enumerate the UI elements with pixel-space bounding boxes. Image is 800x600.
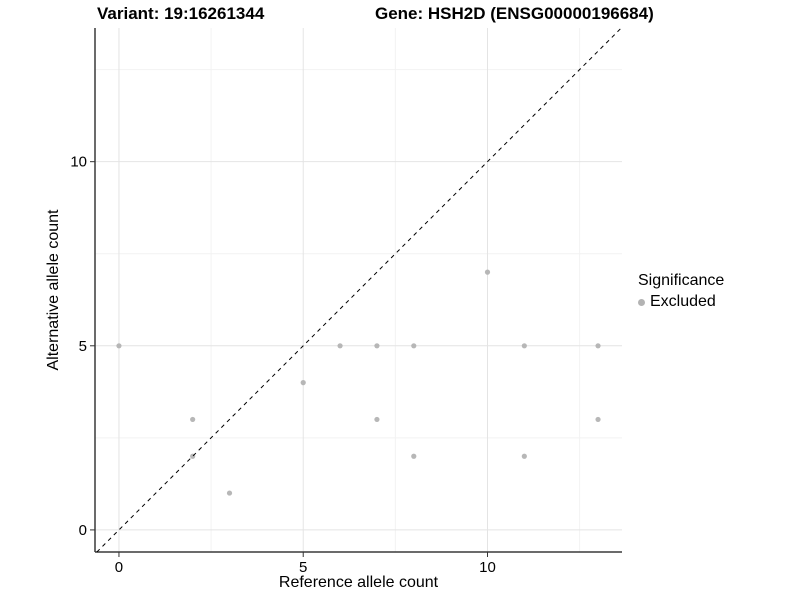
- data-point: [484, 269, 491, 275]
- identity-dashed-line: [96, 27, 622, 553]
- x-tick-label: 5: [299, 559, 307, 576]
- data-point: [374, 416, 380, 423]
- x-axis-label: Reference allele count: [278, 574, 439, 591]
- x-tick-label: 0: [115, 559, 123, 576]
- legend-point-icon: [638, 298, 645, 306]
- x-tick-label: 10: [479, 559, 496, 576]
- y-tick-label: 5: [79, 338, 87, 355]
- data-point: [116, 343, 122, 349]
- legend-item-label: Excluded: [650, 293, 716, 310]
- data-point: [595, 343, 601, 349]
- data-point: [521, 343, 527, 349]
- data-point: [521, 453, 527, 459]
- data-point: [337, 343, 343, 349]
- y-tick-label: 0: [79, 522, 87, 539]
- data-point: [595, 416, 601, 423]
- variant-title: Variant: 19:16261344: [97, 4, 265, 23]
- data-point: [300, 380, 306, 386]
- gene-title: Gene: HSH2D (ENSG00000196684): [375, 4, 654, 23]
- legend-title: Significance: [638, 272, 725, 289]
- data-point: [411, 343, 417, 349]
- y-tick-label: 10: [70, 154, 87, 171]
- legend: Significance Excluded: [638, 272, 724, 311]
- legend-item-excluded: Excluded: [638, 293, 724, 311]
- data-point: [411, 453, 417, 459]
- data-point: [374, 343, 380, 349]
- data-point: [190, 416, 196, 423]
- data-point: [226, 490, 233, 496]
- y-axis-label: Alternative allele count: [45, 209, 62, 371]
